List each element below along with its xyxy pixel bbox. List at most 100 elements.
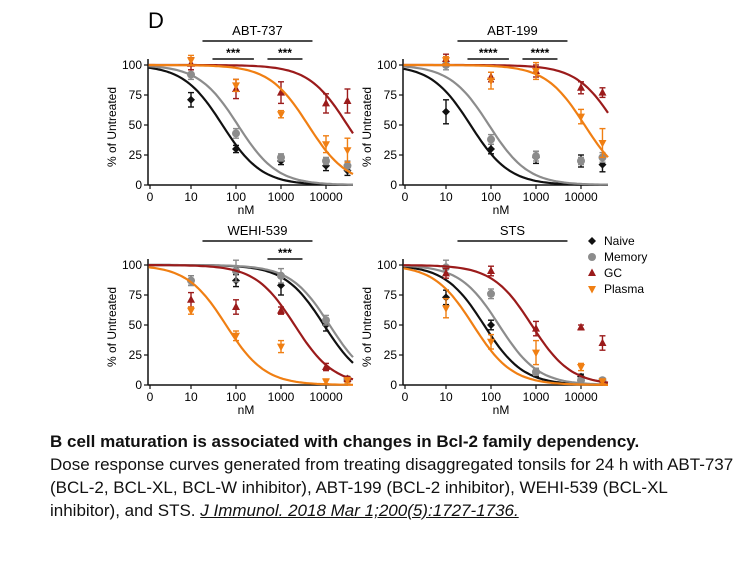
x-axis-label: nM xyxy=(493,403,510,417)
plasma-data-point xyxy=(232,82,240,90)
plasma-series xyxy=(403,55,609,159)
plasma-data-point xyxy=(532,349,540,358)
y-tick-label: 100 xyxy=(377,258,397,272)
y-tick-label: 50 xyxy=(384,118,398,132)
naive-series xyxy=(148,66,353,186)
x-tick-label: 100 xyxy=(481,390,501,404)
legend-label: Memory xyxy=(604,250,647,264)
naive-fit-curve xyxy=(403,67,608,186)
chart-title: ABT-199 xyxy=(487,23,538,38)
naive-data-point xyxy=(487,321,495,329)
chart-title: ABT-737 xyxy=(232,23,283,38)
plasma-series xyxy=(148,54,354,175)
y-tick-label: 50 xyxy=(129,318,143,332)
plasma-data-point xyxy=(277,111,285,119)
caption-citation[interactable]: J Immunol. 2018 Mar 1;200(5):1727-1736. xyxy=(200,501,519,520)
legend: Naive Memory GC Plasma xyxy=(588,234,647,296)
gc-fit-curve xyxy=(403,264,609,384)
y-tick-label: 75 xyxy=(384,288,398,302)
plasma-data-point xyxy=(187,57,195,65)
legend-label: GC xyxy=(604,266,622,280)
x-tick-label: 10000 xyxy=(309,390,343,404)
y-tick-label: 75 xyxy=(384,88,398,102)
x-tick-label: 100 xyxy=(226,390,246,404)
naive-fit-curve xyxy=(148,66,353,186)
significance-label: *** xyxy=(278,46,292,60)
gc-series xyxy=(403,264,609,384)
plasma-data-point xyxy=(598,378,607,386)
gc-data-point xyxy=(232,302,240,310)
x-axis-label: nM xyxy=(238,403,255,417)
gc-series xyxy=(148,57,354,135)
gc-data-point xyxy=(322,98,330,107)
memory-data-point xyxy=(232,129,240,138)
y-axis-label: % of Untreated xyxy=(360,87,374,167)
caption-body: Dose response curves generated from trea… xyxy=(50,455,734,520)
chart-title: WEHI-539 xyxy=(227,223,287,238)
y-tick-label: 75 xyxy=(129,88,143,102)
memory-series xyxy=(148,65,354,186)
memory-data-point xyxy=(577,157,585,165)
naive-data-point xyxy=(232,145,240,153)
legend-item-plasma: Plasma xyxy=(588,282,644,296)
gc-data-point xyxy=(577,322,585,331)
gc-data-point xyxy=(343,96,352,104)
plasma-data-point xyxy=(598,140,607,148)
plasma-data-point xyxy=(532,68,540,76)
significance-label: **** xyxy=(531,46,550,60)
plasma-data-point xyxy=(343,377,352,385)
x-tick-label: 10000 xyxy=(309,190,343,204)
y-tick-label: 100 xyxy=(377,58,397,72)
plasma-fit-curve xyxy=(403,267,608,386)
gc-fit-curve xyxy=(148,264,354,381)
y-tick-label: 25 xyxy=(384,148,398,162)
memory-data-point xyxy=(487,135,495,144)
plasma-data-point xyxy=(577,113,585,122)
memory-data-point xyxy=(277,271,285,280)
memory-data-point xyxy=(532,367,540,376)
memory-data-point xyxy=(322,316,330,325)
y-tick-label: 25 xyxy=(129,148,143,162)
significance-label: *** xyxy=(278,246,292,260)
naive-series xyxy=(148,263,354,385)
naive-series xyxy=(403,67,608,186)
gc-data-point xyxy=(598,88,607,96)
x-tick-label: 10 xyxy=(184,390,198,404)
plasma-data-point xyxy=(343,147,352,155)
y-axis-label: % of Untreated xyxy=(105,87,119,167)
naive-series xyxy=(403,265,608,386)
plasma-data-point xyxy=(277,343,285,352)
gc-data-point xyxy=(277,88,285,96)
gc-data-point xyxy=(277,306,285,314)
y-axis-label: % of Untreated xyxy=(360,287,374,367)
memory-fit-curve xyxy=(148,263,354,358)
naive-data-point xyxy=(442,107,450,116)
y-tick-label: 50 xyxy=(384,318,398,332)
x-tick-label: 10 xyxy=(439,390,453,404)
memory-fit-curve xyxy=(403,264,608,386)
x-axis-label: nM xyxy=(238,203,255,217)
memory-data-point xyxy=(187,70,195,79)
y-tick-label: 100 xyxy=(122,58,142,72)
y-tick-label: 100 xyxy=(122,258,142,272)
x-tick-label: 0 xyxy=(402,190,409,204)
memory-fit-curve xyxy=(148,65,354,186)
significance-label: **** xyxy=(479,46,498,60)
x-tick-label: 10000 xyxy=(564,190,598,204)
memory-data-point xyxy=(588,253,596,261)
x-tick-label: 1000 xyxy=(523,190,550,204)
gc-data-point xyxy=(577,83,585,91)
naive-data-point xyxy=(487,145,495,153)
caption-title: B cell maturation is associated with cha… xyxy=(50,432,640,451)
gc-data-point xyxy=(588,268,596,276)
memory-data-point xyxy=(322,157,330,165)
gc-data-point xyxy=(187,295,195,303)
y-axis-label: % of Untreated xyxy=(105,287,119,367)
naive-data-point xyxy=(442,293,450,302)
x-tick-label: 0 xyxy=(147,390,154,404)
y-tick-label: 0 xyxy=(390,178,397,192)
gc-data-point xyxy=(442,268,450,277)
plasma-data-point xyxy=(322,378,330,386)
